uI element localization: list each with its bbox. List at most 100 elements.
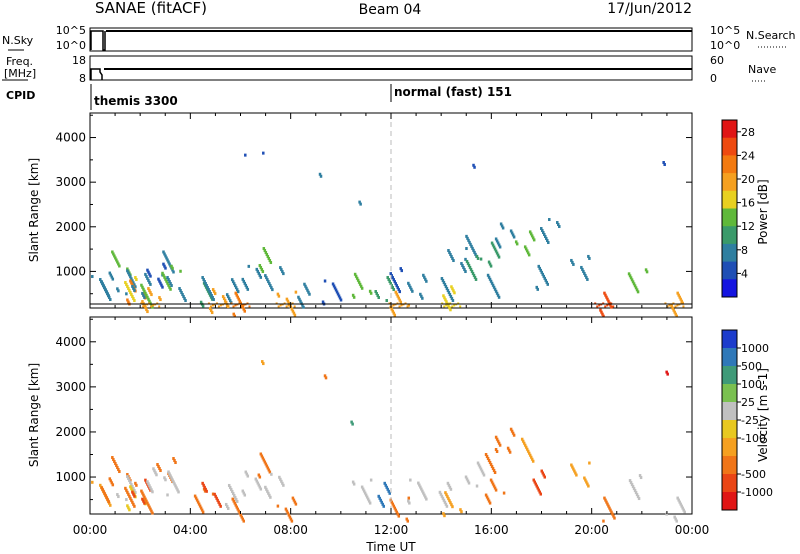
- echo-mark: [150, 509, 153, 513]
- echo-mark: [368, 289, 372, 293]
- echo-mark: [103, 286, 107, 290]
- echo-mark: [144, 478, 147, 482]
- echo-mark: [444, 285, 448, 289]
- echo-mark: [450, 503, 453, 507]
- velocity-y-axis: 1000 2000 3000 4000: [55, 318, 692, 501]
- echo-mark: [492, 469, 496, 473]
- echo-mark: [476, 461, 480, 465]
- echo-mark: [142, 305, 145, 308]
- echo-mark: [498, 245, 502, 249]
- echo-mark: [108, 271, 112, 275]
- echo-mark: [676, 496, 679, 500]
- echo-mark: [225, 303, 229, 307]
- echo-mark: [605, 295, 608, 299]
- echo-mark: [134, 481, 137, 485]
- echo-mark: [511, 233, 515, 237]
- echo-mark: [540, 227, 543, 231]
- echo-mark: [674, 305, 677, 308]
- echo-mark: [241, 305, 244, 309]
- echo-mark: [239, 301, 242, 305]
- echo-mark: [318, 172, 322, 176]
- echo-mark: [377, 494, 380, 498]
- echo-mark: [332, 284, 336, 288]
- echo-mark: [603, 291, 606, 295]
- echo-mark: [262, 362, 265, 366]
- echo-mark: [226, 295, 230, 299]
- echo-mark: [112, 458, 115, 462]
- echo-mark: [331, 282, 335, 286]
- echo-mark: [629, 481, 633, 485]
- echo-mark: [494, 435, 498, 439]
- echo-mark: [673, 310, 676, 314]
- echo-mark: [167, 470, 170, 474]
- echo-mark: [603, 496, 606, 500]
- echo-mark: [399, 267, 403, 271]
- echo-mark: [209, 309, 213, 313]
- echo-mark: [396, 286, 400, 290]
- echo-mark: [134, 276, 137, 280]
- echo-mark: [171, 478, 174, 482]
- echo-mark: [354, 274, 358, 278]
- y-tick-label: 4000: [55, 335, 86, 349]
- echo-mark: [215, 302, 218, 305]
- echo-mark: [390, 307, 394, 311]
- noise-left-tick-top: 10^5: [56, 24, 86, 37]
- echo-mark: [680, 299, 683, 303]
- echo-mark: [263, 249, 267, 253]
- echo-mark: [232, 282, 236, 286]
- echo-mark: [130, 293, 133, 297]
- echo-mark: [205, 489, 208, 493]
- echo-mark: [540, 469, 543, 473]
- echo-mark: [164, 254, 167, 258]
- echo-mark: [147, 297, 150, 301]
- echo-mark: [400, 304, 403, 307]
- echo-mark: [146, 268, 149, 272]
- echo-mark: [265, 487, 268, 491]
- echo-mark: [535, 484, 538, 488]
- noise-panel-frame: [89, 27, 693, 52]
- echo-mark: [277, 305, 280, 308]
- echo-mark: [374, 290, 377, 294]
- echo-mark: [541, 471, 544, 475]
- echo-mark: [182, 295, 185, 299]
- echo-mark: [114, 462, 117, 466]
- echo-mark: [126, 298, 129, 302]
- echo-mark: [362, 489, 366, 493]
- echo-mark: [386, 487, 389, 491]
- echo-mark: [524, 247, 528, 251]
- echo-mark: [205, 287, 209, 291]
- echo-mark: [334, 288, 338, 292]
- echo-mark: [305, 286, 308, 290]
- echo-mark: [680, 504, 683, 508]
- colorbar-segment: [722, 155, 737, 174]
- echo-mark: [240, 515, 243, 519]
- echo-mark: [130, 487, 133, 491]
- echo-mark: [100, 280, 104, 284]
- echo-mark: [479, 467, 483, 471]
- echo-mark: [481, 471, 485, 475]
- echo-mark: [211, 304, 214, 307]
- echo-mark: [676, 304, 679, 307]
- echo-mark: [179, 289, 182, 293]
- echo-mark: [268, 470, 272, 474]
- echo-mark: [268, 493, 271, 497]
- echo-mark: [497, 243, 501, 247]
- echo-mark: [117, 262, 120, 266]
- echo-mark: [153, 469, 156, 473]
- echo-mark: [131, 490, 134, 494]
- echo-mark: [392, 304, 395, 307]
- echo-mark: [545, 280, 548, 284]
- echo-mark: [221, 295, 225, 299]
- echo-mark: [353, 272, 357, 276]
- echo-mark: [486, 273, 490, 277]
- echo-mark: [111, 483, 115, 487]
- echo-mark: [129, 496, 132, 500]
- echo-mark: [237, 509, 240, 513]
- echo-mark: [248, 305, 251, 308]
- echo-mark: [212, 298, 215, 302]
- echo-mark: [304, 284, 307, 288]
- echo-mark: [162, 273, 165, 277]
- echo-mark: [235, 505, 238, 509]
- x-tick-label: 20:00: [574, 523, 609, 537]
- echo-mark: [234, 304, 237, 307]
